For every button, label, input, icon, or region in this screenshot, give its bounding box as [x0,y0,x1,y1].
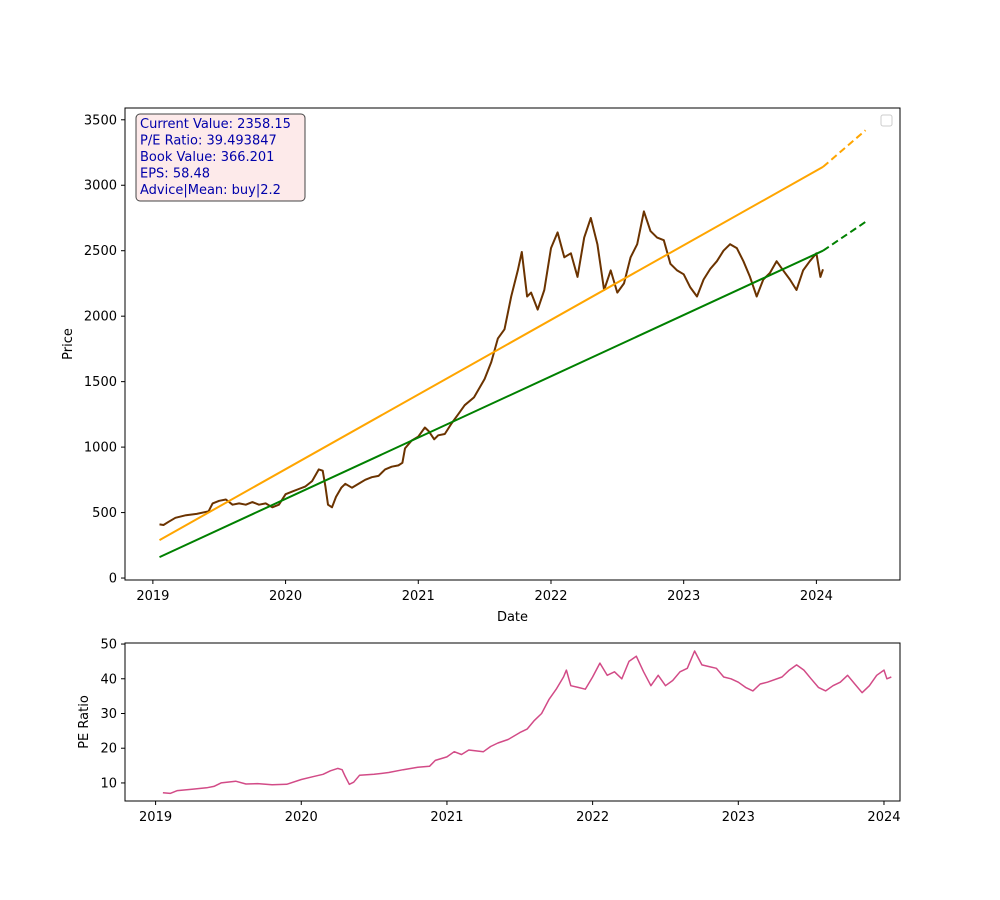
pe-x-tick-label: 2019 [139,810,172,825]
price-x-axis-label: Date [497,610,528,625]
info-eps: EPS: 58.48 [140,167,210,182]
price-series-line-1 [159,166,824,541]
info-advice-mean: Advice|Mean: buy|2.2 [140,183,281,198]
info-pe-ratio: P/E Ratio: 39.493847 [140,134,277,149]
pe-y-tick-label: 30 [100,707,117,722]
price-y-tick-label: 3000 [84,179,117,194]
price-y-tick-label: 0 [109,572,117,587]
price-series-line-4 [822,221,867,252]
pe-y-ticks: 10 20 30 40 50 [100,638,125,791]
pe-x-tick-label: 2023 [722,810,755,825]
info-box: Current Value: 2358.15 P/E Ratio: 39.493… [135,113,306,202]
pe-x-ticks: 2019 2020 2021 2022 2023 2024 [139,801,901,825]
price-series-layer [159,129,867,559]
price-y-tick-label: 500 [92,506,117,521]
pe-y-tick-label: 10 [100,776,117,791]
pe-axes-frame [124,642,901,802]
price-y-tick-label: 1000 [84,441,117,456]
pe-y-tick-label: 50 [100,638,117,653]
info-book-value: Book Value: 366.201 [140,150,274,165]
price-x-tick-label: 2024 [800,589,833,604]
price-y-ticks: 0 500 1000 1500 2000 2500 3000 3500 [84,113,125,587]
price-x-tick-label: 2019 [136,589,169,604]
price-x-tick-label: 2021 [402,589,435,604]
price-x-tick-label: 2020 [269,589,302,604]
pe-y-axis-label: PE Ratio [77,695,92,749]
pe-series-layer [162,650,892,795]
pe-series-line-0 [162,650,892,795]
price-y-axis-label: Price [61,328,76,360]
price-axes-frame [124,107,901,581]
info-current-value: Current Value: 2358.15 [140,117,291,132]
price-y-tick-label: 2000 [84,310,117,325]
price-y-tick-label: 2500 [84,244,117,259]
price-y-tick-label: 3500 [84,113,117,128]
price-x-tick-label: 2022 [534,589,567,604]
price-series-line-2 [822,129,867,168]
pe-x-tick-label: 2022 [576,810,609,825]
price-y-tick-label: 1500 [84,375,117,390]
pe-x-tick-label: 2021 [430,810,463,825]
pe-ratio-chart: 2019 2020 2021 2022 2023 2024 10 20 30 40 50 PE R… [77,638,901,825]
legend-box [880,114,893,127]
pe-x-tick-label: 2020 [285,810,318,825]
info-box-background [135,113,306,202]
price-x-tick-label: 2023 [667,589,700,604]
pe-y-tick-label: 20 [100,742,117,757]
price-x-ticks: 2019 2020 2021 2022 2023 2024 [136,580,833,604]
pe-y-tick-label: 40 [100,672,117,687]
pe-x-tick-label: 2024 [867,810,900,825]
price-series-line-3 [159,249,824,559]
price-chart: 2019 2020 2021 2022 2023 2024 0 500 1000 1500 200… [61,107,901,625]
